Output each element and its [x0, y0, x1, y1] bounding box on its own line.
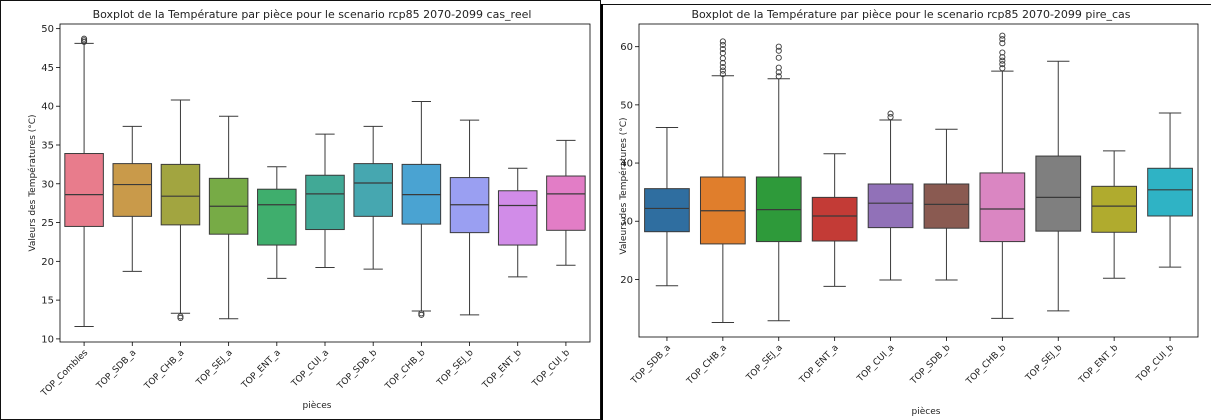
- box-TOP_SDB_b: [923, 183, 970, 229]
- x-axis-label: pièces: [912, 406, 941, 417]
- outlier-point: [775, 64, 782, 71]
- x-tick-label: TOP_SDB_b: [335, 348, 379, 392]
- x-tick-label: TOP_CUI_a: [289, 348, 331, 390]
- x-tick-label: TOP_CUI_b: [530, 348, 572, 390]
- outlier-point: [418, 310, 425, 317]
- y-tick-label: 15: [41, 296, 54, 307]
- box-TOP_SEJ_b: [1035, 155, 1082, 232]
- x-tick-label: TOP_CUI_a: [855, 343, 897, 385]
- x-tick-label: TOP_ENT_b: [1077, 343, 1121, 387]
- outlier-point: [999, 65, 1006, 72]
- y-tick-label: 30: [620, 217, 633, 228]
- box-TOP_SDB_a: [644, 188, 690, 233]
- y-tick-label: 20: [41, 257, 54, 268]
- box-TOP_SDB_a: [112, 163, 153, 217]
- x-tick-label: TOP_SDB_a: [94, 348, 138, 392]
- x-tick-label: TOP_CUI_b: [1134, 343, 1176, 385]
- outlier-point: [719, 59, 726, 67]
- outlier-point: [999, 61, 1006, 68]
- y-tick-label: 25: [41, 218, 54, 229]
- y-tick-label: 40: [620, 159, 633, 170]
- chart-title: Boxplot de la Température par pièce pour…: [93, 8, 532, 21]
- y-tick-label: 40: [41, 102, 54, 113]
- x-tick-label: TOP_SDB_b: [908, 343, 952, 387]
- x-tick-label: TOP_SEJ_a: [194, 348, 235, 389]
- box-TOP_CHB_a: [160, 163, 201, 226]
- x-tick-label: TOP_SEJ_b: [1024, 343, 1065, 384]
- box-TOP_ENT_b: [1091, 185, 1138, 233]
- y-axis-label: Valeurs des Températures (°C): [618, 117, 629, 254]
- outlier-point: [775, 43, 782, 50]
- outlier-point: [775, 47, 782, 54]
- y-tick-label: 50: [41, 24, 54, 35]
- y-axis-label: Valeurs des Températures (°C): [27, 114, 38, 251]
- y-tick-label: 10: [41, 334, 54, 345]
- box-TOP_CUI_a: [305, 174, 345, 231]
- boxplot-chart-pire-cas: Boxplot de la Température par pièce pour…: [618, 8, 1199, 417]
- outlier-point: [719, 41, 726, 48]
- box-TOP_ENT_b: [497, 190, 538, 246]
- x-tick-label: TOP_SDB_a: [629, 343, 673, 387]
- box-TOP_CUI_a: [867, 183, 914, 229]
- outlier-point: [719, 50, 726, 57]
- y-tick-label: 30: [41, 179, 54, 190]
- outlier-point: [999, 32, 1006, 39]
- x-tick-label: TOP_ENT_a: [239, 348, 282, 391]
- x-tick-label: TOP_SEJ_b: [435, 348, 476, 389]
- outlier-point: [999, 36, 1006, 43]
- x-tick-label: TOP_ENT_a: [797, 343, 840, 386]
- outlier-point: [775, 73, 782, 80]
- y-tick-label: 50: [620, 100, 633, 111]
- outlier-point: [887, 114, 894, 121]
- x-axis-label: pièces: [303, 400, 332, 411]
- box-TOP_CHB_b: [979, 172, 1026, 243]
- x-tick-label: TOP_CHB_b: [964, 343, 1009, 388]
- y-tick-label: 45: [41, 63, 54, 74]
- outlier-point: [999, 40, 1006, 47]
- outlier-point: [775, 54, 782, 61]
- right-panel-border: [603, 4, 1211, 420]
- outlier-point: [719, 64, 726, 71]
- x-tick-label: TOP_CHB_b: [383, 348, 428, 393]
- box-TOP_CUI_b: [546, 175, 586, 231]
- outlier-point: [999, 57, 1006, 64]
- boxplot-chart-cas-reel: Boxplot de la Température par pièce pour…: [27, 8, 591, 411]
- plot-area-frame: [638, 23, 1199, 338]
- outlier-point: [719, 45, 726, 53]
- outlier-point: [719, 67, 726, 74]
- box-TOP_ENT_a: [257, 188, 297, 246]
- box-TOP_SDB_b: [353, 163, 393, 217]
- outlier-point: [999, 54, 1006, 61]
- outlier-point: [81, 35, 88, 42]
- x-tick-label: TOP_SEJ_a: [744, 343, 785, 384]
- y-tick-label: 20: [620, 275, 633, 286]
- x-tick-label: TOP_CHB_a: [142, 348, 186, 392]
- chart-title: Boxplot de la Température par pièce pour…: [691, 8, 1130, 21]
- outlier-point: [177, 313, 184, 320]
- box-TOP_Combles: [64, 153, 104, 227]
- panel-divider: [601, 4, 603, 420]
- outlier-point: [775, 69, 782, 76]
- outlier-point: [887, 110, 894, 117]
- box-TOP_CUI_b: [1147, 167, 1193, 217]
- outlier-point: [719, 70, 726, 78]
- x-tick-label: TOP_CHB_a: [685, 343, 729, 387]
- outlier-point: [999, 49, 1006, 56]
- y-tick-label: 35: [41, 140, 54, 151]
- box-TOP_ENT_a: [811, 196, 858, 242]
- x-tick-label: TOP_Combles: [39, 348, 90, 399]
- x-tick-label: TOP_ENT_b: [480, 348, 524, 392]
- y-tick-label: 60: [620, 42, 633, 53]
- outlier-point: [719, 38, 726, 45]
